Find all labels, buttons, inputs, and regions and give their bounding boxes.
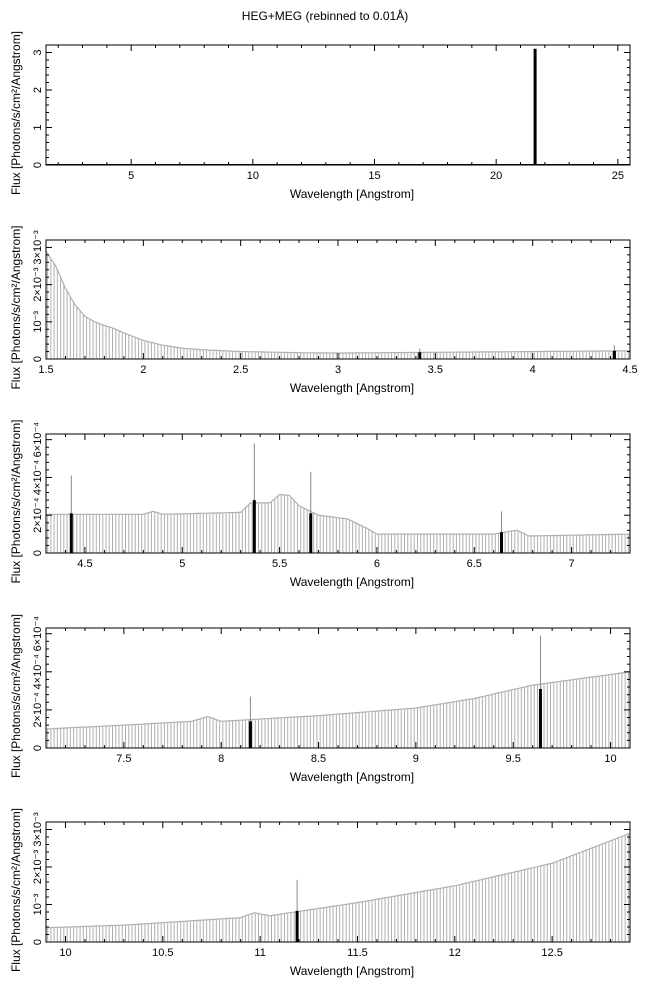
x-tick-label: 6.5 <box>467 558 482 570</box>
x-tick-label: 12.5 <box>541 947 562 959</box>
y-axis-label: Flux [Photons/s/cm²/Angstrom] <box>9 808 23 972</box>
x-tick-label: 20 <box>490 170 502 182</box>
x-tick-label: 11.5 <box>347 947 368 959</box>
x-tick-label: 5 <box>128 170 134 182</box>
y-tick-label: 3×10⁻³ <box>32 230 44 265</box>
x-tick-label: 2 <box>140 364 146 376</box>
y-tick-label: 1 <box>32 124 44 130</box>
continuum-outline <box>46 493 630 537</box>
x-tick-label: 5.5 <box>272 558 287 570</box>
continuum-outline <box>45 671 631 730</box>
x-tick-label: 15 <box>368 170 380 182</box>
x-axis-label: Wavelength [Angstrom] <box>290 575 414 589</box>
y-tick-label: 6×10⁻⁴ <box>32 422 44 458</box>
x-axis-label: Wavelength [Angstrom] <box>290 187 414 201</box>
y-axis-label: Flux [Photons/s/cm²/Angstrom] <box>9 31 23 195</box>
y-axis-label: Flux [Photons/s/cm²/Angstrom] <box>9 225 23 389</box>
y-tick-label: 3 <box>32 49 44 55</box>
y-tick-label: 3×10⁻³ <box>32 812 44 847</box>
y-tick-label: 2×10⁻³ <box>32 850 44 885</box>
emission-line <box>418 352 422 359</box>
x-tick-label: 10 <box>59 947 71 959</box>
y-tick-label: 0 <box>32 162 44 168</box>
y-tick-label: 10⁻³ <box>32 311 44 333</box>
x-tick-label: 8.5 <box>311 753 326 765</box>
continuum-bars <box>47 494 629 553</box>
emission-line <box>309 513 313 553</box>
y-axis-label: Flux [Photons/s/cm²/Angstrom] <box>9 419 23 583</box>
x-tick-label: 10.5 <box>152 947 173 959</box>
y-tick-label: 0 <box>32 939 44 945</box>
x-axis-label: Wavelength [Angstrom] <box>290 381 414 395</box>
y-axis-label: Flux [Photons/s/cm²/Angstrom] <box>9 614 23 778</box>
continuum-bars <box>47 253 629 359</box>
y-tick-label: 0 <box>32 550 44 556</box>
continuum-outline <box>45 250 630 354</box>
x-axis-label: Wavelength [Angstrom] <box>290 770 414 784</box>
plot-panel-4: 7.5 8 8.5 9 9.5 10 0 2×10⁻⁴ 4×10⁻⁴ 6×10⁻⁴ Waveleng… <box>9 614 631 784</box>
x-tick-label: 4.5 <box>77 558 92 570</box>
continuum-outline <box>45 832 631 929</box>
emission-line <box>295 910 299 942</box>
x-tick-label: 1.5 <box>38 364 53 376</box>
x-tick-label: 12 <box>449 947 461 959</box>
x-tick-label: 4.5 <box>622 364 637 376</box>
y-tick-label: 0 <box>32 745 44 751</box>
x-tick-label: 7 <box>569 558 575 570</box>
emission-line <box>500 532 504 553</box>
y-tick-label: 4×10⁻⁴ <box>32 460 44 496</box>
plot-panel-1: 5 10 15 20 25 0 1 2 3 Wavelength [Angstrom] Flux [… <box>9 31 631 201</box>
x-tick-label: 10 <box>247 170 259 182</box>
x-tick-label: 8 <box>218 753 224 765</box>
y-tick-label: 2×10⁻⁴ <box>32 692 44 728</box>
y-tick-label: 2×10⁻⁴ <box>32 497 44 533</box>
plot-panel-5: 10 10.5 11 11.5 12 12.5 0 10⁻³ 2×10⁻³ 3×10⁻³ Wavel… <box>9 808 631 978</box>
x-axis-label: Wavelength [Angstrom] <box>290 964 414 978</box>
chart-title: HEG+MEG (rebinned to 0.01Å) <box>241 9 409 23</box>
emission-line <box>252 500 256 553</box>
x-tick-label: 4 <box>530 364 536 376</box>
continuum-bars <box>47 672 629 748</box>
x-tick-label: 11 <box>254 947 265 959</box>
x-tick-label: 10 <box>604 753 616 765</box>
x-tick-label: 2.5 <box>233 364 248 376</box>
emission-line <box>533 48 537 165</box>
emission-line <box>248 721 252 748</box>
x-tick-label: 3.5 <box>428 364 443 376</box>
y-tick-label: 10⁻³ <box>32 893 44 915</box>
x-tick-label: 7.5 <box>116 753 131 765</box>
x-tick-label: 5 <box>179 558 185 570</box>
y-tick-label: 2 <box>32 87 44 93</box>
x-tick-label: 25 <box>612 170 624 182</box>
y-tick-label: 4×10⁻⁴ <box>32 654 44 690</box>
plot-frame <box>45 44 631 166</box>
emission-line <box>538 688 542 748</box>
x-tick-label: 3 <box>335 364 341 376</box>
plot-panel-3: 4.5 5 5.5 6 6.5 7 0 2×10⁻⁴4×10⁻⁴ 6×10⁻⁴ Wavelengt… <box>9 419 631 589</box>
emission-line <box>612 350 616 359</box>
plot-frame <box>45 239 631 360</box>
plot-panel-2: 1.5 2 2.5 3 3.5 4 4.5 0 10⁻³ 2×10⁻³ 3×10⁻³ Waveleng… <box>9 225 638 395</box>
plot-frame <box>45 627 631 749</box>
x-tick-label: 6 <box>374 558 380 570</box>
continuum-bars <box>47 833 629 942</box>
x-tick-label: 9.5 <box>506 753 521 765</box>
emission-line <box>69 513 73 553</box>
x-tick-label: 9 <box>413 753 419 765</box>
y-tick-label: 6×10⁻⁴ <box>32 616 44 652</box>
y-tick-label: 0 <box>32 356 44 362</box>
y-tick-label: 2×10⁻³ <box>32 267 44 302</box>
